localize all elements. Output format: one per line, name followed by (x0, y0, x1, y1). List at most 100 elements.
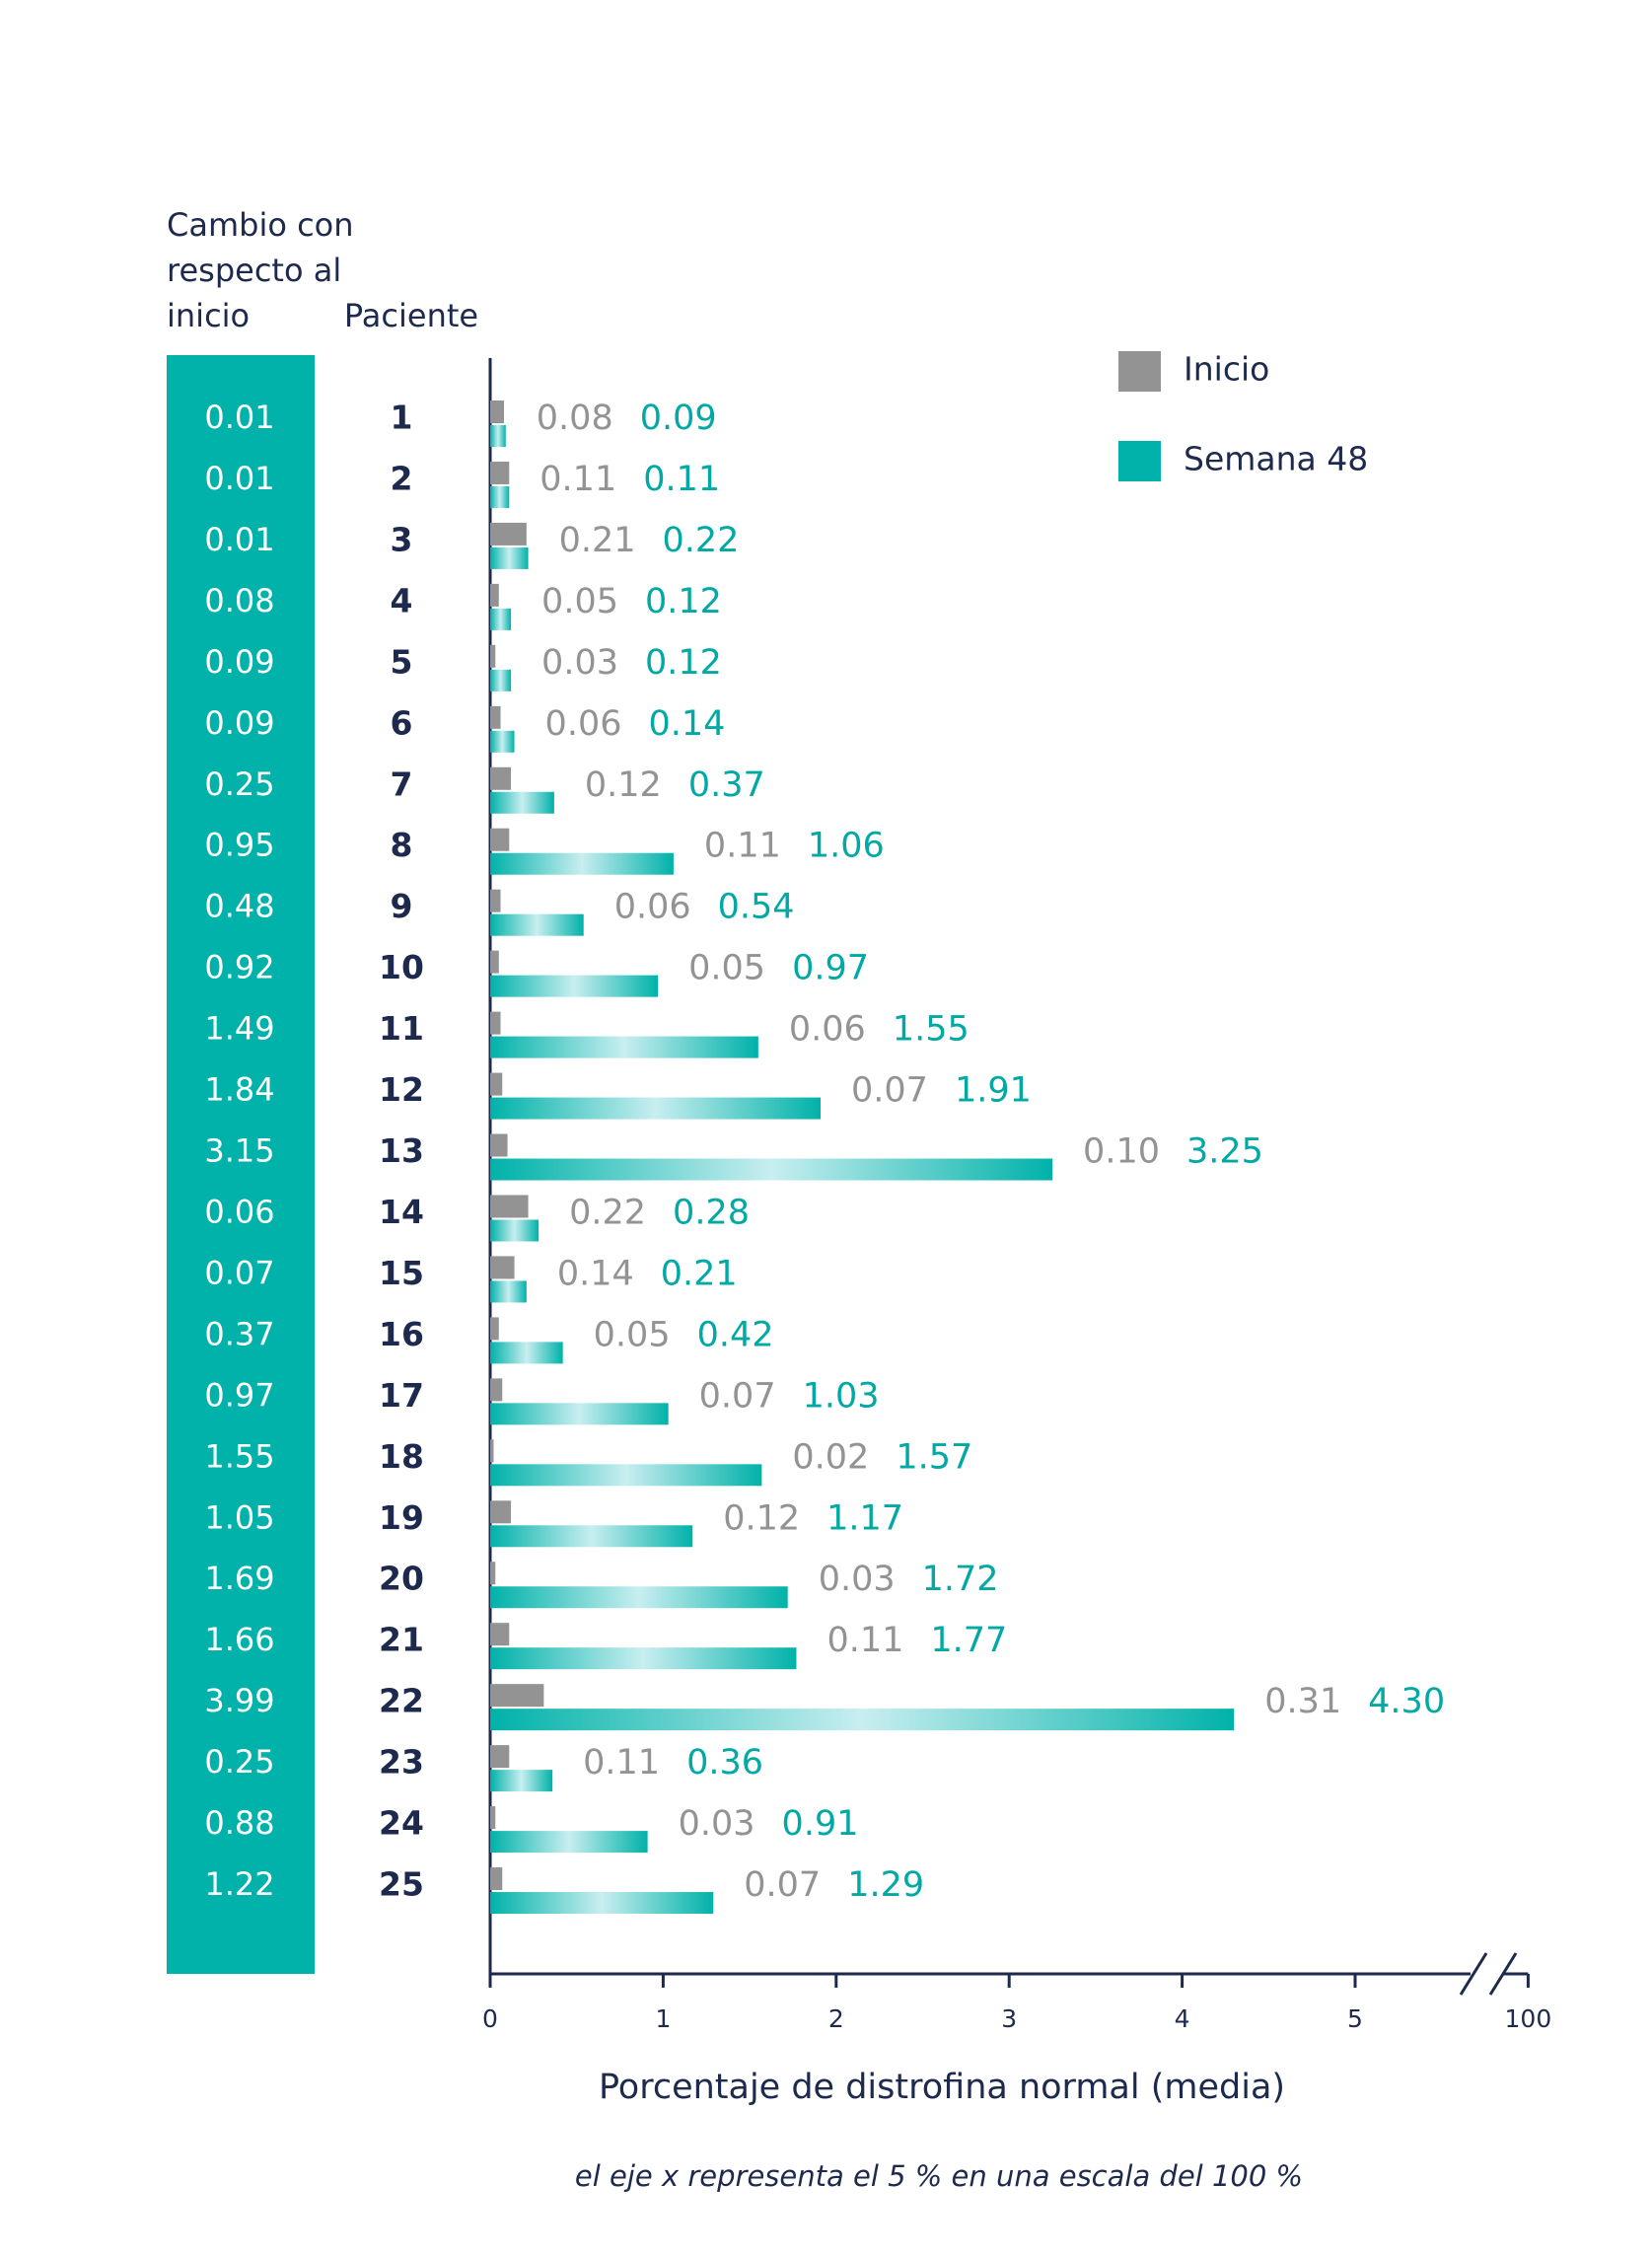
value-label: 1.03 (803, 1376, 880, 1416)
change-value: 1.22 (204, 1865, 274, 1903)
value-label: 0.37 (688, 765, 765, 805)
bar (490, 913, 584, 936)
bar (490, 766, 512, 790)
value-label: 1.91 (955, 1071, 1032, 1111)
bar (490, 644, 496, 668)
bar (490, 1378, 503, 1402)
y-tick-label: 6 (391, 703, 413, 742)
change-value: 1.84 (204, 1071, 274, 1109)
bar (490, 546, 529, 569)
y-tick-label: 16 (379, 1315, 424, 1353)
bar (490, 828, 510, 851)
bar (490, 1684, 544, 1708)
bar (490, 975, 659, 997)
bar (490, 608, 512, 630)
bar (490, 1280, 527, 1303)
change-value: 0.37 (204, 1315, 274, 1352)
bar (490, 889, 501, 912)
y-tick-label: 8 (391, 826, 413, 864)
y-tick-label: 23 (379, 1743, 424, 1782)
axis-break (1459, 1952, 1488, 1996)
change-header: Cambio con respecto al inicio (167, 206, 354, 334)
bar (490, 1011, 501, 1035)
value-label: 0.06 (614, 888, 691, 927)
y-tick-label: 7 (391, 764, 413, 803)
change-value: 1.05 (204, 1498, 274, 1536)
change-value: 0.01 (204, 521, 274, 558)
value-label: 0.07 (851, 1071, 928, 1111)
bar (490, 1586, 788, 1609)
value-label: 0.05 (541, 582, 618, 621)
value-label: 0.06 (545, 704, 622, 744)
change-value: 0.01 (204, 460, 274, 497)
value-label: 1.72 (922, 1560, 999, 1599)
bar (490, 1623, 510, 1646)
value-label: 0.12 (645, 643, 722, 683)
change-value: 0.07 (204, 1254, 274, 1291)
category-header: Paciente (344, 297, 478, 334)
value-label: 0.22 (663, 521, 740, 560)
bar (490, 852, 674, 875)
axis-break-gap (1471, 1966, 1503, 1982)
bar (490, 1317, 499, 1341)
value-label: 0.42 (697, 1315, 774, 1354)
bar (490, 461, 510, 484)
y-tick-label: 17 (379, 1376, 424, 1415)
bar (490, 1892, 714, 1915)
value-label: 0.03 (541, 643, 618, 683)
value-label: 0.12 (723, 1498, 800, 1538)
value-label: 0.07 (744, 1865, 821, 1905)
bar (490, 1072, 503, 1096)
change-value: 3.99 (204, 1682, 274, 1719)
y-tick-label: 9 (391, 887, 413, 925)
x-tick-label: 2 (828, 2004, 844, 2033)
y-tick-label: 19 (379, 1498, 424, 1537)
value-label: 0.08 (537, 399, 613, 438)
change-value: 0.25 (204, 765, 274, 803)
bar (490, 1562, 496, 1585)
value-label: 0.36 (686, 1743, 763, 1783)
value-label: 0.06 (789, 1010, 866, 1050)
y-tick-label: 2 (391, 459, 413, 497)
bar (490, 1500, 512, 1524)
y-tick-label: 18 (379, 1437, 424, 1476)
bar (490, 669, 512, 691)
bar (490, 425, 506, 447)
value-label: 0.54 (718, 888, 795, 927)
axis-break (1488, 1952, 1518, 1996)
bar (490, 1709, 1235, 1731)
change-value: 1.66 (204, 1621, 274, 1658)
change-column (167, 355, 315, 1974)
change-value: 3.15 (204, 1132, 274, 1170)
value-label: 0.11 (704, 827, 781, 866)
value-label: 0.22 (569, 1193, 646, 1232)
change-value: 0.09 (204, 704, 274, 742)
value-label: 0.09 (640, 399, 717, 438)
y-tick-label: 22 (379, 1682, 424, 1720)
y-tick-label: 11 (379, 1009, 424, 1048)
value-label: 0.03 (819, 1560, 896, 1599)
change-value: 0.92 (204, 949, 274, 986)
bar (490, 485, 510, 508)
change-value: 0.09 (204, 643, 274, 681)
value-label: 0.05 (688, 949, 765, 988)
y-tick-label: 21 (379, 1621, 424, 1659)
change-value: 0.01 (204, 399, 274, 436)
value-label: 0.97 (792, 949, 869, 988)
bar (490, 1770, 553, 1792)
x-tick-label: 1 (655, 2004, 671, 2033)
y-tick-label: 5 (391, 642, 413, 681)
bar (490, 1342, 563, 1364)
bar (490, 583, 499, 607)
change-value: 0.88 (204, 1804, 274, 1842)
bar (490, 1219, 539, 1242)
bar (490, 950, 499, 974)
y-tick-label: 10 (379, 948, 424, 986)
x-tick-label: 100 (1505, 2004, 1552, 2033)
y-tick-label: 20 (379, 1560, 424, 1598)
bar (490, 1097, 822, 1120)
value-label: 0.11 (583, 1743, 660, 1783)
value-label: 0.05 (594, 1315, 671, 1354)
value-label: 3.25 (1186, 1132, 1263, 1172)
